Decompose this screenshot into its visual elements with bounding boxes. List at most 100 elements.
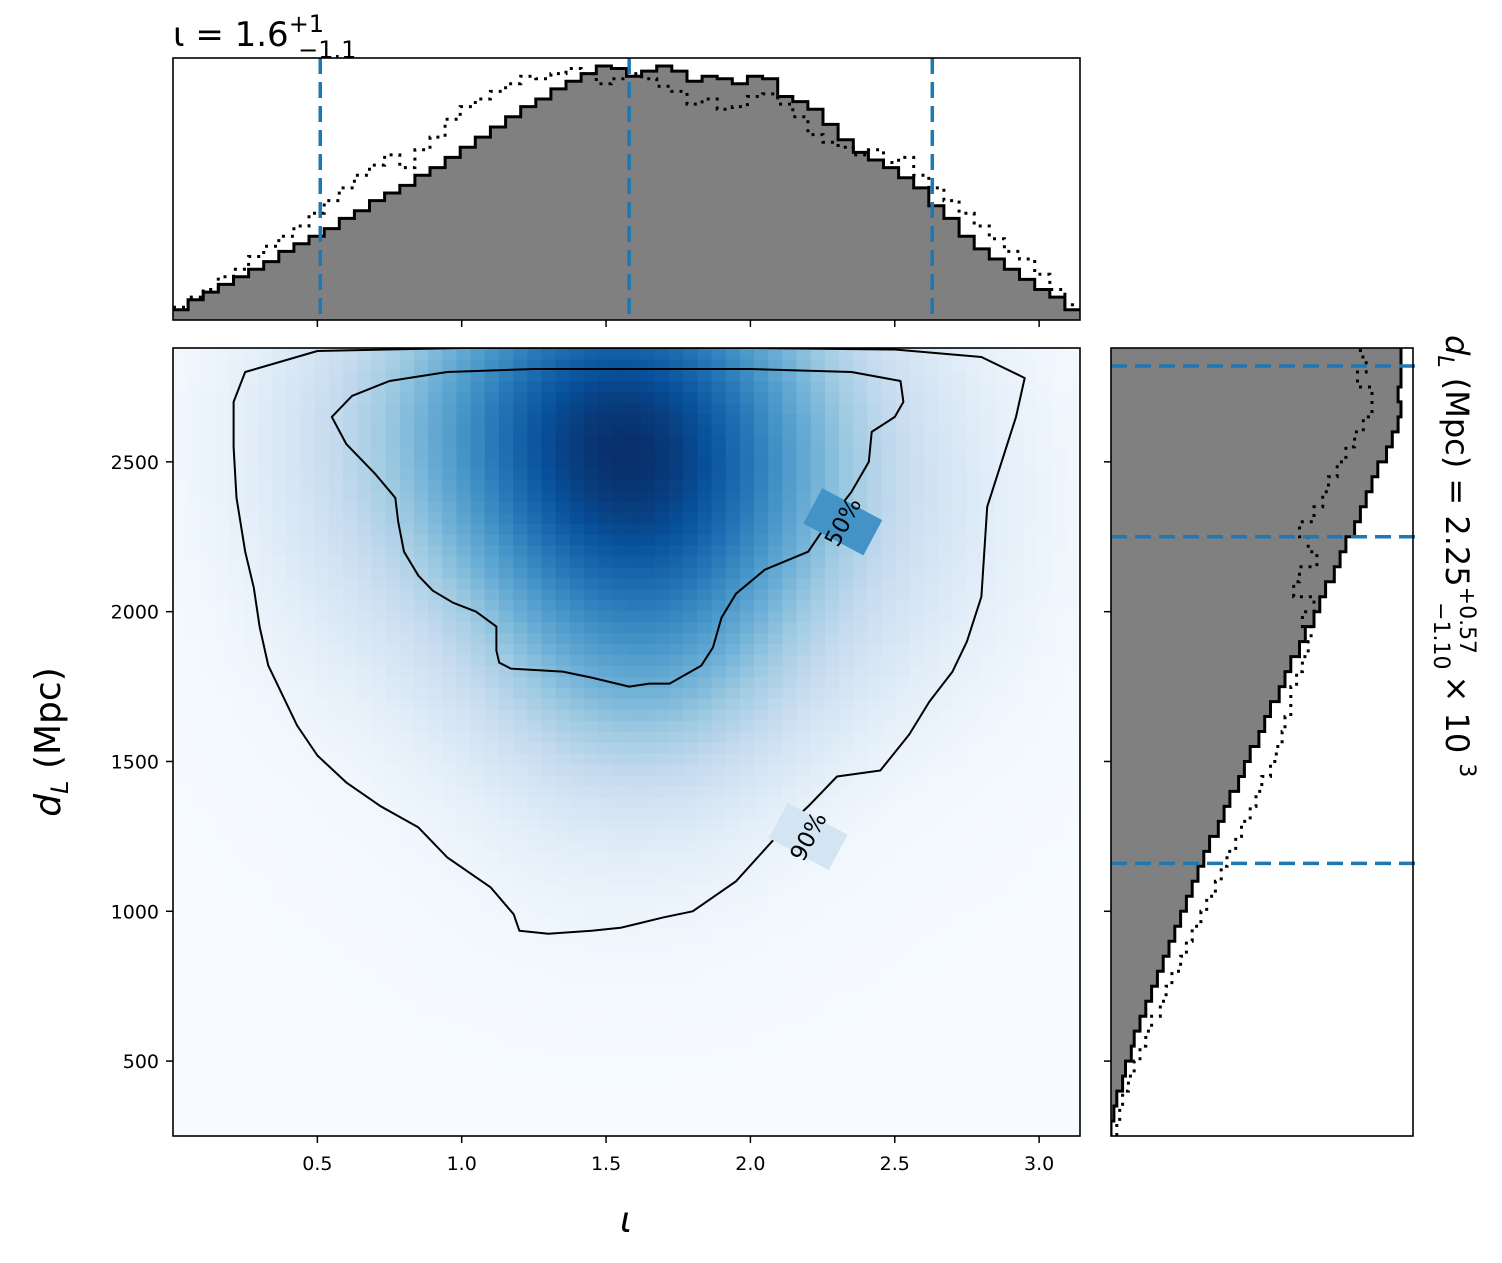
- heatmap-cell: [980, 446, 996, 459]
- heatmap-cell: [725, 577, 741, 590]
- heatmap-cell: [513, 698, 528, 710]
- heatmap-cell: [201, 1092, 217, 1104]
- heatmap-cell: [258, 391, 273, 404]
- top-hist-prior: [173, 67, 1080, 309]
- heatmap-cell: [583, 621, 599, 634]
- heatmap-cell: [555, 939, 571, 951]
- heatmap-cell: [300, 851, 316, 863]
- heatmap-cell: [583, 545, 599, 557]
- y-tick-label: 2500: [111, 452, 159, 474]
- heatmap-cell: [966, 632, 982, 645]
- heatmap-cell: [853, 424, 869, 437]
- heatmap-cell: [824, 807, 840, 820]
- heatmap-cell: [498, 1059, 514, 1071]
- heatmap-cell: [527, 763, 543, 776]
- heatmap-cell: [782, 545, 798, 557]
- heatmap-cell: [229, 512, 245, 524]
- heatmap-cell: [300, 928, 316, 940]
- heatmap-cell: [612, 917, 628, 929]
- heatmap-cell: [881, 763, 897, 776]
- heatmap-cell: [853, 1037, 869, 1050]
- heatmap-cell: [470, 818, 486, 831]
- heatmap-cell: [1009, 534, 1024, 546]
- heatmap-cell: [173, 358, 188, 371]
- heatmap-cell: [938, 1004, 954, 1017]
- heatmap-cell: [413, 643, 429, 656]
- heatmap-cell: [428, 960, 443, 973]
- heatmap-cell: [796, 369, 812, 382]
- heatmap-cell: [569, 523, 585, 535]
- heatmap-cell: [626, 1026, 642, 1039]
- heatmap-cell: [527, 610, 543, 623]
- heatmap-cell: [272, 720, 287, 732]
- heatmap-cell: [598, 1103, 613, 1115]
- heatmap-cell: [1037, 380, 1053, 393]
- heatmap-cell: [258, 982, 273, 995]
- heatmap-cell: [428, 731, 443, 743]
- heatmap-cell: [187, 829, 202, 842]
- heatmap-cell: [839, 873, 854, 885]
- heatmap-cell: [173, 928, 188, 940]
- heatmap-cell: [513, 807, 528, 820]
- heatmap-cell: [243, 807, 259, 820]
- heatmap-cell: [555, 632, 571, 645]
- heatmap-cell: [328, 479, 344, 491]
- heatmap-cell: [739, 807, 755, 820]
- heatmap-cell: [314, 676, 330, 688]
- heatmap-cell: [498, 654, 514, 666]
- heatmap-cell: [442, 413, 458, 426]
- heatmap-cell: [456, 731, 472, 743]
- heatmap-cell: [1023, 457, 1039, 469]
- heatmap-cell: [966, 895, 982, 907]
- heatmap-cell: [385, 993, 401, 1006]
- heatmap-cell: [173, 709, 188, 721]
- heatmap-cell: [399, 654, 415, 666]
- heatmap-cell: [909, 610, 925, 623]
- heatmap-cell: [215, 512, 231, 524]
- heatmap-cell: [839, 742, 854, 754]
- heatmap-cell: [428, 435, 443, 448]
- heatmap-cell: [1023, 895, 1039, 907]
- heatmap-cell: [938, 391, 954, 404]
- heatmap-cell: [654, 928, 670, 940]
- heatmap-cell: [725, 774, 741, 787]
- heatmap-cell: [1009, 391, 1024, 404]
- heatmap-cell: [1023, 643, 1039, 656]
- heatmap-cell: [1051, 851, 1067, 863]
- heatmap-cell: [314, 566, 330, 579]
- heatmap-cell: [1023, 917, 1039, 929]
- heatmap-cell: [314, 895, 330, 907]
- heatmap-cell: [215, 1081, 231, 1093]
- heatmap-cell: [598, 1015, 613, 1028]
- heatmap-cell: [484, 698, 500, 710]
- heatmap-cell: [1009, 1026, 1024, 1039]
- heatmap-cell: [314, 1092, 330, 1104]
- heatmap-cell: [456, 840, 472, 853]
- heatmap-cell: [428, 654, 443, 666]
- heatmap-cell: [881, 435, 897, 448]
- heatmap-cell: [357, 895, 372, 907]
- heatmap-cell: [343, 1114, 358, 1126]
- heatmap-cell: [839, 763, 854, 776]
- heatmap-cell: [413, 479, 429, 491]
- heatmap-cell: [683, 545, 698, 557]
- heatmap-cell: [768, 512, 783, 524]
- heatmap-cell: [173, 884, 188, 896]
- heatmap-cell: [839, 709, 854, 721]
- heatmap-cell: [456, 917, 472, 929]
- heatmap-cell: [442, 851, 458, 863]
- heatmap-cell: [187, 446, 202, 459]
- heatmap-cell: [357, 632, 372, 645]
- heatmap-cell: [541, 763, 557, 776]
- heatmap-cell: [1009, 1103, 1024, 1115]
- heatmap-cell: [980, 555, 996, 568]
- heatmap-cell: [513, 621, 528, 634]
- heatmap-cell: [980, 512, 996, 524]
- heatmap-cell: [442, 599, 458, 612]
- heatmap-cell: [371, 982, 387, 995]
- heatmap-cell: [909, 742, 925, 754]
- heatmap-cell: [583, 982, 599, 995]
- heatmap-cell: [683, 391, 698, 404]
- heatmap-cell: [697, 982, 713, 995]
- heatmap-cell: [442, 654, 458, 666]
